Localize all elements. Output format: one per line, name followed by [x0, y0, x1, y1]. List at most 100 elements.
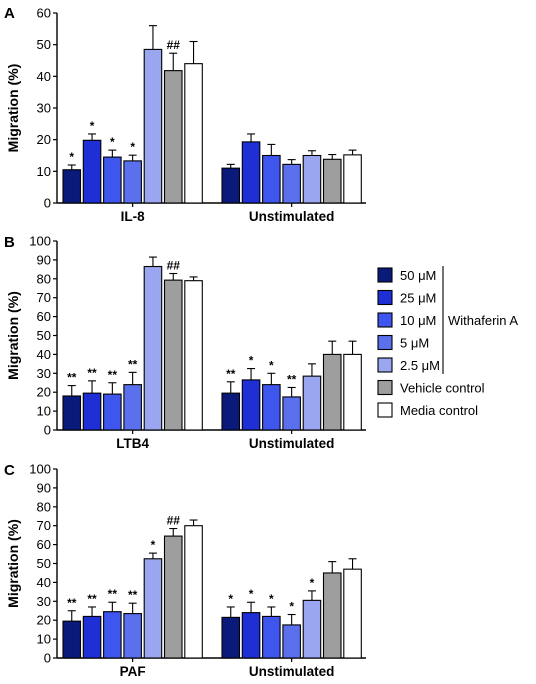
- category-label: LTB4: [116, 436, 149, 451]
- y-tick-label: 20: [37, 132, 51, 147]
- legend-swatch: [377, 357, 393, 373]
- bar: [282, 624, 301, 659]
- y-tick-label: 100: [29, 234, 51, 249]
- significance-mark: **: [87, 592, 97, 606]
- bar: [282, 163, 301, 204]
- y-tick-label: 60: [37, 6, 51, 21]
- bar: [322, 572, 342, 659]
- category-label: PAF: [120, 664, 146, 679]
- legend-label: Media control: [400, 403, 478, 418]
- significance-mark: **: [128, 588, 138, 602]
- y-axis-label: Migration (%): [5, 291, 21, 380]
- bar: [143, 48, 163, 204]
- bar: [262, 615, 281, 659]
- y-axis-label: Migration (%): [5, 64, 21, 153]
- legend-label: 5 μM: [400, 336, 429, 351]
- legend-swatch: [377, 402, 393, 418]
- significance-mark: *: [130, 140, 135, 154]
- bar: [163, 279, 183, 431]
- significance-mark: **: [226, 367, 236, 381]
- legend-swatch: [377, 334, 393, 351]
- bar: [184, 280, 203, 431]
- legend-label: Vehicle control: [400, 381, 485, 396]
- bar: [241, 379, 261, 431]
- category-label: Unstimulated: [249, 436, 335, 451]
- bar: [103, 611, 122, 659]
- panel-letter: B: [4, 234, 15, 251]
- bar: [143, 558, 163, 659]
- bar: [82, 139, 102, 204]
- y-tick-label: 60: [37, 309, 51, 324]
- y-tick-label: 30: [37, 594, 51, 609]
- legend-swatch: [377, 289, 393, 306]
- bar: [123, 384, 142, 431]
- legend-label: 50 μM: [400, 268, 436, 283]
- y-tick-label: 50: [37, 556, 51, 571]
- bar: [82, 392, 102, 431]
- legend-swatch: [377, 312, 393, 328]
- bar: [143, 265, 163, 431]
- bar: [221, 167, 241, 204]
- legend-label: 10 μM: [400, 313, 436, 328]
- bar: [241, 612, 261, 659]
- bar: [343, 568, 362, 659]
- y-tick-label: 100: [29, 462, 51, 477]
- y-tick-label: 40: [37, 69, 51, 84]
- y-tick-label: 30: [37, 366, 51, 381]
- bar: [302, 154, 322, 204]
- significance-mark: *: [228, 592, 233, 606]
- y-tick-label: 80: [37, 499, 51, 514]
- significance-mark: *: [249, 354, 254, 368]
- significance-mark: *: [289, 600, 294, 614]
- bar: [221, 392, 241, 431]
- significance-mark: ##: [167, 38, 181, 52]
- legend-group-label: Withaferin A: [448, 313, 518, 328]
- y-tick-label: 50: [37, 37, 51, 52]
- y-tick-label: 0: [44, 651, 51, 666]
- y-tick-label: 90: [37, 252, 51, 267]
- bar: [103, 393, 122, 431]
- bar: [262, 384, 281, 431]
- significance-mark: ##: [167, 259, 181, 273]
- significance-mark: **: [87, 366, 97, 380]
- panel-letter: A: [4, 5, 15, 22]
- bar: [184, 525, 203, 659]
- bar: [322, 158, 342, 204]
- y-tick-label: 90: [37, 480, 51, 495]
- legend-swatch: [377, 267, 393, 283]
- y-tick-label: 70: [37, 290, 51, 305]
- bar: [62, 395, 82, 431]
- bar: [241, 141, 261, 204]
- significance-mark: *: [110, 135, 115, 149]
- bar: [343, 154, 362, 204]
- bar: [163, 535, 183, 659]
- y-tick-label: 10: [37, 164, 51, 179]
- bar: [221, 616, 241, 659]
- category-label: IL-8: [121, 209, 145, 224]
- significance-mark: **: [67, 596, 77, 610]
- significance-mark: *: [90, 119, 95, 133]
- bar: [62, 169, 82, 204]
- significance-mark: *: [310, 576, 315, 590]
- legend-label: 2.5 μM: [400, 358, 440, 373]
- bar: [62, 620, 82, 659]
- bar: [262, 154, 281, 204]
- bar: [302, 599, 322, 659]
- bar: [82, 615, 102, 659]
- category-label: Unstimulated: [249, 664, 335, 679]
- y-tick-label: 40: [37, 347, 51, 362]
- y-tick-label: 70: [37, 518, 51, 533]
- bar: [123, 613, 142, 659]
- panel-a: A Migration (%) 0 10 20 30 40 50 60 * * * * ## IL-8 Uns…: [4, 5, 366, 224]
- significance-mark: **: [128, 357, 138, 371]
- significance-mark: **: [108, 587, 118, 601]
- significance-mark: **: [287, 372, 297, 386]
- significance-mark: *: [269, 592, 274, 606]
- panel-letter: C: [4, 462, 15, 479]
- y-tick-label: 20: [37, 613, 51, 628]
- significance-mark: *: [269, 358, 274, 372]
- y-tick-label: 20: [37, 385, 51, 400]
- category-label: Unstimulated: [249, 209, 335, 224]
- y-tick-label: 60: [37, 537, 51, 552]
